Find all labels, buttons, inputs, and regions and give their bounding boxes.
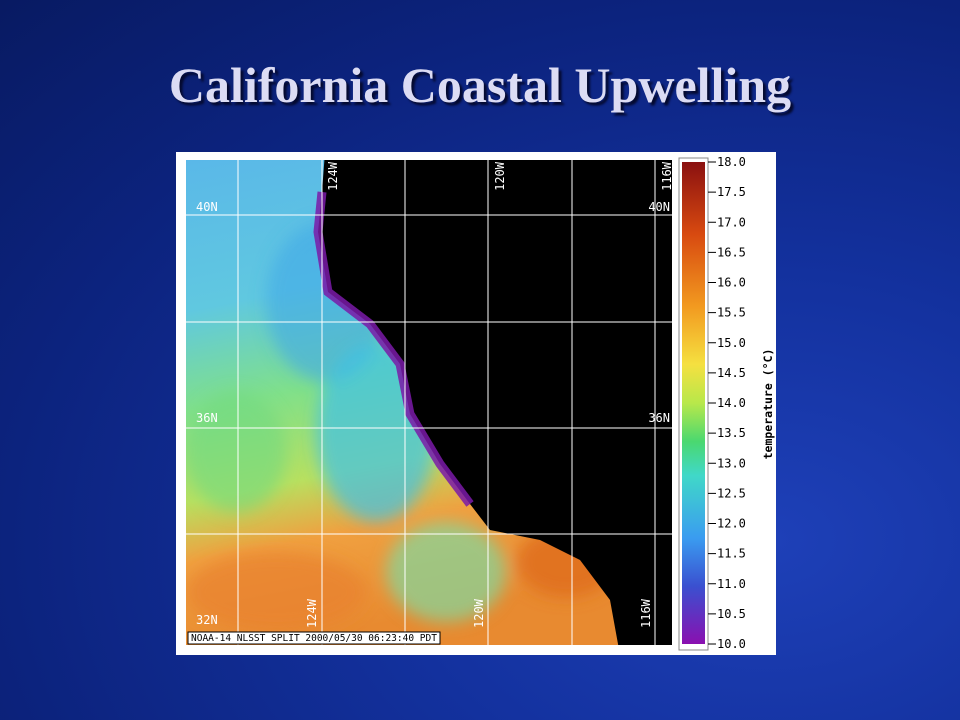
lon-label: 116W [660, 161, 674, 191]
colorbar-tick-label: 15.5 [717, 306, 746, 320]
lat-label: 36N [196, 411, 218, 425]
colorbar-tick-label: 16.5 [717, 245, 746, 259]
lat-label: 40N [196, 200, 218, 214]
lat-label: 36N [648, 411, 670, 425]
colorbar [682, 162, 705, 644]
caption-box [187, 631, 441, 645]
colorbar-tick-label: 10.5 [717, 607, 746, 621]
colorbar-tick-label: 13.5 [717, 426, 746, 440]
lon-label: 120W [493, 161, 507, 191]
colorbar-tick-label: 16.0 [717, 276, 746, 290]
lon-label: 124W [305, 598, 319, 628]
colorbar-tick-label: 11.0 [717, 577, 746, 591]
colorbar-tick-label: 14.0 [717, 396, 746, 410]
map-labels: 124W 120W 116W 124W 120W 116W 40N 36N 32N 40N 36N [196, 161, 674, 628]
colorbar-tick-label: 12.0 [717, 517, 746, 531]
lon-label: 116W [639, 598, 653, 628]
caption: NOAA-14 NLSST SPLIT 2000/05/30 06:23:40 … [191, 633, 437, 644]
colorbar-tick-label: 14.5 [717, 366, 746, 380]
colorbar-tick-label: 13.0 [717, 456, 746, 470]
colorbar-tick-label: 17.5 [717, 185, 746, 199]
map [186, 160, 672, 645]
lat-label: 32N [196, 613, 218, 627]
slide-title: California Coastal Upwelling [168, 57, 792, 113]
colorbar-tick-label: 12.5 [717, 486, 746, 500]
lon-label: 124W [326, 161, 340, 191]
colorbar-axis: 18.0 17.5 17.0 16.5 16.0 15.5 15.0 14.5 14.0 13.5… [708, 155, 746, 651]
colorbar-tick-label: 15.0 [717, 336, 746, 350]
colorbar-label: temperature (°C) [761, 349, 775, 460]
colorbar-tick-label: 17.0 [717, 215, 746, 229]
colorbar-tick-label: 10.0 [717, 637, 746, 651]
colorbar-tick-label: 11.5 [717, 547, 746, 561]
lon-label: 120W [472, 598, 486, 628]
lat-label: 40N [648, 200, 670, 214]
colorbar-tick-label: 18.0 [717, 155, 746, 169]
